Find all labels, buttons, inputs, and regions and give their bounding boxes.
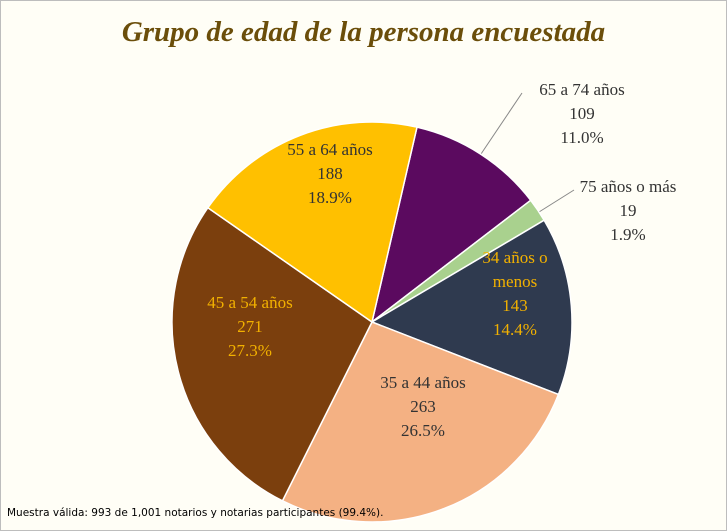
pie-slice [370,126,532,324]
label-count: 271 [237,317,263,336]
label-category: 45 a 54 años [207,293,293,312]
label-percent: 27.3% [228,341,272,360]
label-percent: 26.5% [401,421,445,440]
slice-label: 65 a 74 años 109 11.0% [517,78,647,150]
label-category: 75 años o más [579,177,677,196]
label-category: 55 a 64 años [287,140,373,159]
footnote: Muestra válida: 993 de 1,001 notarios y … [7,507,384,519]
pie-slice [171,206,373,502]
label-percent: 18.9% [308,188,352,207]
leader-line [480,92,523,155]
label-percent: 14.4% [493,320,537,339]
label-percent: 1.9% [610,225,646,244]
pie-slice [206,121,418,324]
chart-title: Grupo de edad de la persona encuestada [121,16,606,48]
label-category: 65 a 74 años [539,80,625,99]
label-count: 109 [569,104,595,123]
leader-line [538,189,575,213]
pie-slice [370,219,573,396]
label-count: 263 [410,397,436,416]
label-count: 143 [502,296,528,315]
label-percent: 11.0% [560,128,604,147]
pie-slice [281,321,560,523]
slice-label: 35 a 44 años 263 26.5% [358,371,488,443]
slice-label: 34 años o menos 143 14.4% [468,246,563,342]
label-category: 34 años o menos [482,248,548,291]
slice-label: 45 a 54 años 271 27.3% [185,291,315,363]
label-count: 188 [317,164,343,183]
label-count: 19 [619,201,637,220]
label-category: 35 a 44 años [380,373,466,392]
slice-label: 55 a 64 años 188 18.9% [265,138,395,210]
slice-label: 75 años o más 19 1.9% [563,175,693,247]
